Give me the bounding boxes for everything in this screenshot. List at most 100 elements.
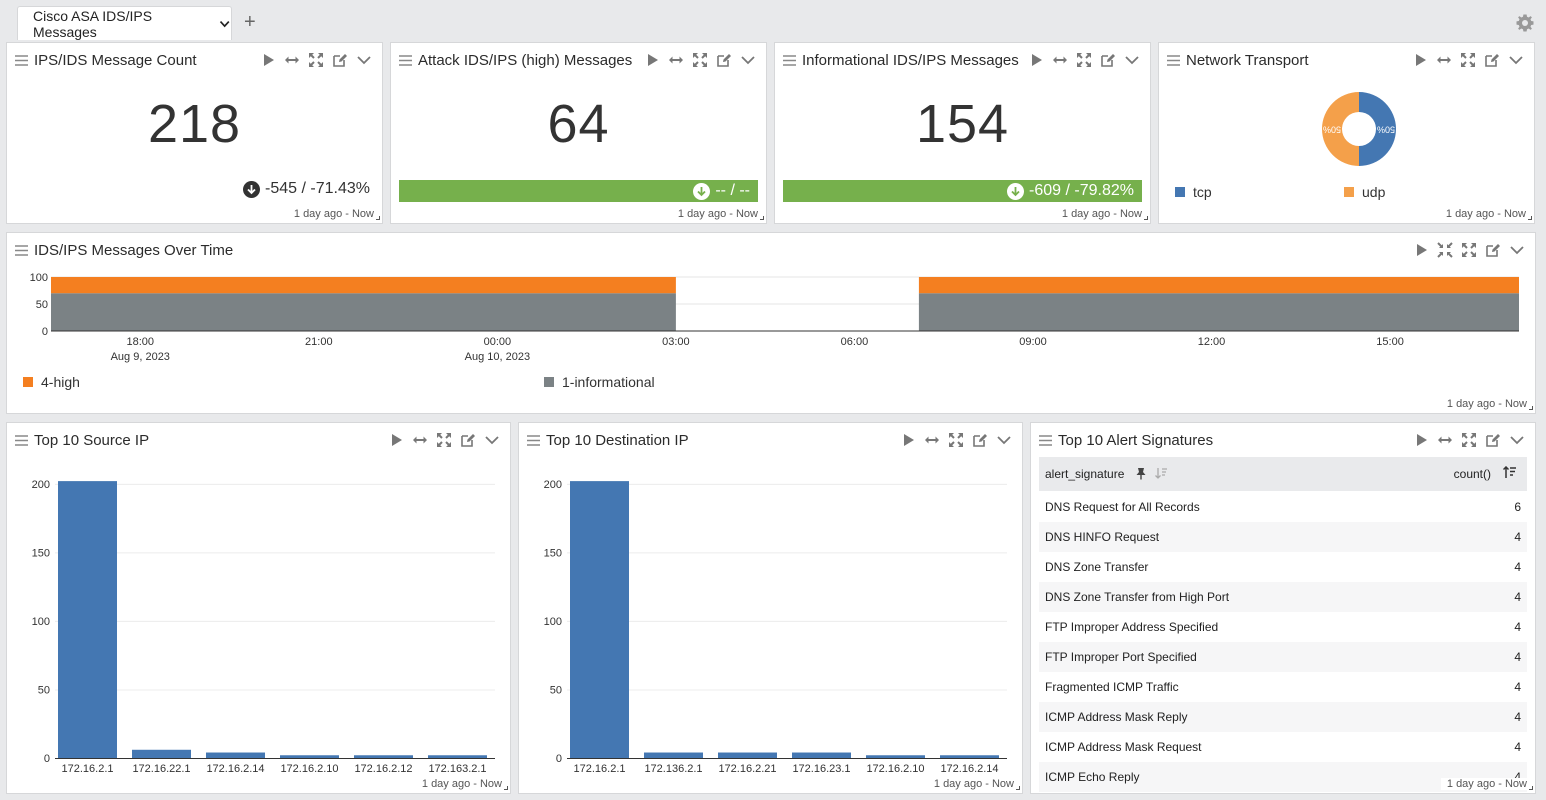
resize-horizontal-icon[interactable] — [1437, 432, 1453, 448]
time-range: 1 day ago - Now — [677, 208, 765, 220]
time-range: 1 day ago - Now — [421, 778, 509, 790]
shrink-icon[interactable] — [1437, 242, 1453, 258]
add-tab-button[interactable]: + — [244, 11, 256, 33]
table-header: alert_signature count() — [1039, 457, 1527, 491]
column-header-count[interactable]: count() — [1453, 467, 1491, 481]
count-cell: 4 — [1514, 710, 1521, 724]
panel-toolbar — [1412, 52, 1524, 68]
y-tick-label: 0 — [42, 326, 48, 338]
chevron-down-icon[interactable] — [484, 432, 500, 448]
play-icon[interactable] — [900, 432, 916, 448]
x-tick-label: 03:00 — [662, 336, 690, 348]
expand-icon[interactable] — [1461, 432, 1477, 448]
drag-handle-icon[interactable] — [1167, 55, 1180, 66]
y-tick-label: 150 — [544, 547, 562, 559]
edit-icon[interactable] — [1484, 52, 1500, 68]
drag-handle-icon[interactable] — [527, 435, 540, 446]
alert-signature-cell: ICMP Address Mask Request — [1045, 740, 1202, 754]
table-row[interactable]: FTP Improper Address Specified 4 — [1039, 612, 1527, 642]
edit-icon[interactable] — [332, 52, 348, 68]
expand-icon[interactable] — [1461, 242, 1477, 258]
legend-item-1-informational[interactable]: 1-informational — [544, 374, 655, 390]
metric-delta: -- / -- — [399, 180, 758, 202]
panel-top-source-ip: Top 10 Source IP 0 50 100 150 200 172.16.2.1 1… — [6, 422, 511, 794]
y-tick-label: 100 — [30, 272, 48, 284]
edit-icon[interactable] — [716, 52, 732, 68]
legend-item-4-high[interactable]: 4-high — [23, 374, 80, 390]
resize-horizontal-icon[interactable] — [668, 52, 684, 68]
expand-icon[interactable] — [308, 52, 324, 68]
column-header-alert-signature[interactable]: alert_signature — [1045, 467, 1125, 481]
resize-horizontal-icon[interactable] — [1436, 52, 1452, 68]
chevron-down-icon[interactable] — [1509, 242, 1525, 258]
chevron-down-icon[interactable] — [996, 432, 1012, 448]
resize-horizontal-icon[interactable] — [284, 52, 300, 68]
table-row[interactable]: ICMP Address Mask Reply 4 — [1039, 702, 1527, 732]
arrow-down-icon — [1007, 182, 1025, 200]
edit-icon[interactable] — [1100, 52, 1116, 68]
sort-descending-icon[interactable] — [1503, 466, 1517, 479]
count-cell: 4 — [1514, 590, 1521, 604]
sort-icon[interactable] — [1155, 467, 1168, 479]
expand-icon[interactable] — [948, 432, 964, 448]
edit-icon[interactable] — [1485, 432, 1501, 448]
chevron-down-icon[interactable] — [1509, 432, 1525, 448]
drag-handle-icon[interactable] — [15, 245, 28, 256]
play-icon[interactable] — [1028, 52, 1044, 68]
resize-horizontal-icon[interactable] — [412, 432, 428, 448]
y-tick-label: 0 — [44, 753, 50, 765]
play-icon[interactable] — [1412, 52, 1428, 68]
y-tick-label: 200 — [32, 479, 50, 491]
table-row[interactable]: ICMP Address Mask Request 4 — [1039, 732, 1527, 762]
table-row[interactable]: DNS Request for All Records 6 — [1039, 492, 1527, 522]
count-cell: 4 — [1514, 650, 1521, 664]
drag-handle-icon[interactable] — [15, 435, 28, 446]
dashboard-tab[interactable]: Cisco ASA IDS/IPS Messages — [17, 6, 232, 40]
edit-icon[interactable] — [1485, 242, 1501, 258]
alert-signature-cell: Fragmented ICMP Traffic — [1045, 680, 1179, 694]
legend-swatch — [1344, 187, 1354, 197]
count-cell: 4 — [1514, 560, 1521, 574]
play-icon[interactable] — [1413, 432, 1429, 448]
table-row[interactable]: DNS HINFO Request 4 — [1039, 522, 1527, 552]
metric-value: 64 — [547, 94, 610, 154]
drag-handle-icon[interactable] — [15, 55, 28, 66]
play-icon[interactable] — [260, 52, 276, 68]
drag-handle-icon[interactable] — [399, 55, 412, 66]
expand-icon[interactable] — [692, 52, 708, 68]
edit-icon[interactable] — [972, 432, 988, 448]
gear-icon[interactable] — [1516, 14, 1534, 32]
pie-slice-tcp — [1359, 92, 1396, 166]
metric-delta-text: -609 / -79.82% — [1029, 182, 1134, 199]
table-row[interactable]: Fragmented ICMP Traffic 4 — [1039, 672, 1527, 702]
area-1-informational — [918, 293, 1519, 331]
play-icon[interactable] — [1413, 242, 1429, 258]
legend-item-tcp[interactable]: tcp — [1175, 184, 1212, 200]
table-row[interactable]: DNS Zone Transfer 4 — [1039, 552, 1527, 582]
chevron-down-icon[interactable] — [356, 52, 372, 68]
bar — [792, 752, 851, 758]
chevron-down-icon[interactable] — [218, 17, 231, 31]
count-cell: 4 — [1514, 620, 1521, 634]
resize-horizontal-icon[interactable] — [924, 432, 940, 448]
edit-icon[interactable] — [460, 432, 476, 448]
chevron-down-icon[interactable] — [1124, 52, 1140, 68]
chevron-down-icon[interactable] — [1508, 52, 1524, 68]
count-cell: 4 — [1514, 530, 1521, 544]
chevron-down-icon[interactable] — [740, 52, 756, 68]
play-icon[interactable] — [644, 52, 660, 68]
legend-item-udp[interactable]: udp — [1344, 184, 1385, 200]
play-icon[interactable] — [388, 432, 404, 448]
expand-icon[interactable] — [1460, 52, 1476, 68]
pin-icon[interactable] — [1135, 467, 1147, 480]
table-row[interactable]: DNS Zone Transfer from High Port 4 — [1039, 582, 1527, 612]
panel-top-alert-signatures: Top 10 Alert Signatures alert_signature … — [1030, 422, 1536, 794]
drag-handle-icon[interactable] — [1039, 435, 1052, 446]
expand-icon[interactable] — [1076, 52, 1092, 68]
drag-handle-icon[interactable] — [783, 55, 796, 66]
expand-icon[interactable] — [436, 432, 452, 448]
arrow-down-icon — [243, 180, 261, 198]
panel-toolbar — [644, 52, 756, 68]
table-row[interactable]: FTP Improper Port Specified 4 — [1039, 642, 1527, 672]
resize-horizontal-icon[interactable] — [1052, 52, 1068, 68]
